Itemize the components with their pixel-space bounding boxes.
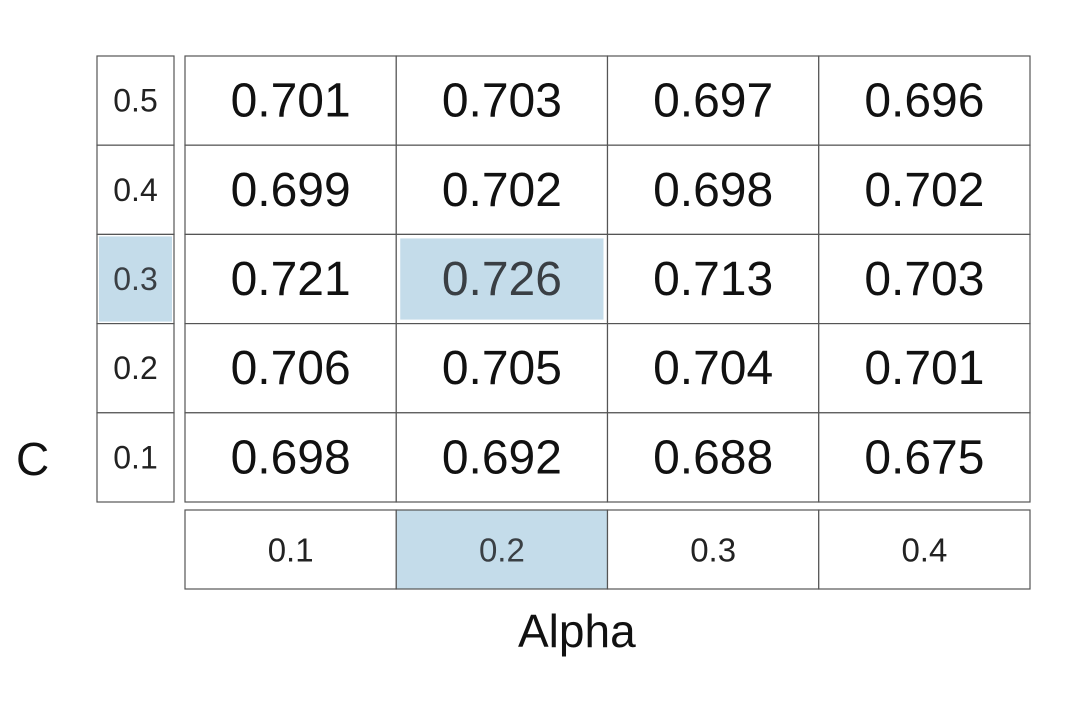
y-tick-cell	[96, 323, 175, 414]
heatmap-cell	[184, 55, 397, 146]
cell-value: 0.697	[653, 75, 773, 128]
cell-value: 0.726	[442, 253, 562, 306]
cell-value: 0.721	[231, 253, 351, 306]
x-tick-cell	[818, 509, 1031, 590]
x-tick-cell	[395, 509, 609, 590]
cell-value: 0.703	[442, 75, 562, 128]
cell-value: 0.696	[864, 75, 984, 128]
cell-value: 0.705	[442, 342, 562, 395]
heatmap-cell	[606, 233, 820, 325]
cell-value: 0.675	[864, 431, 984, 484]
heatmap-cell	[395, 412, 609, 503]
heatmap-cell	[395, 144, 609, 235]
cell-value: 0.703	[864, 253, 984, 306]
heatmap-cell	[395, 323, 609, 414]
y-tick-cell	[96, 412, 175, 503]
cell-value: 0.701	[864, 342, 984, 395]
cell-value: 0.702	[442, 164, 562, 217]
cell-value: 0.699	[231, 164, 351, 217]
x-axis-label: Alpha	[518, 605, 636, 657]
x-tick-label: 0.4	[901, 532, 947, 569]
heatmap-cell	[818, 412, 1031, 503]
cell-value: 0.701	[231, 75, 351, 128]
cell-value: 0.698	[653, 164, 773, 217]
heatmap-cell	[184, 412, 397, 503]
heatmap-cell	[606, 144, 820, 235]
cell-value: 0.702	[864, 164, 984, 217]
y-tick-label: 0.1	[113, 439, 157, 475]
y-axis-label: C	[16, 433, 50, 485]
cell-value: 0.713	[653, 253, 773, 306]
x-tick-label: 0.1	[268, 532, 314, 569]
cell-value: 0.692	[442, 431, 562, 484]
heatmap-cell	[818, 144, 1031, 235]
y-tick-label: 0.2	[113, 350, 157, 386]
y-tick-label: 0.4	[113, 172, 157, 208]
heatmap-cell	[818, 233, 1031, 325]
cell-value: 0.698	[231, 431, 351, 484]
y-tick-cell	[96, 55, 175, 146]
heatmap-cell	[606, 55, 820, 146]
y-tick-label: 0.3	[113, 261, 157, 297]
x-tick-label: 0.2	[479, 532, 525, 569]
x-tick-cell	[606, 509, 820, 590]
heatmap-cell	[395, 55, 609, 146]
x-tick-cell	[184, 509, 397, 590]
highlight-cell	[400, 238, 604, 320]
heatmap-cell	[818, 323, 1031, 414]
cell-value: 0.688	[653, 431, 773, 484]
heatmap-cell	[184, 233, 397, 325]
y-tick-label: 0.5	[113, 83, 157, 119]
cell-value: 0.706	[231, 342, 351, 395]
y-tick-highlight	[99, 236, 172, 322]
x-tick-label: 0.3	[690, 532, 736, 569]
heatmap-cell	[184, 144, 397, 235]
heatmap-cell	[606, 323, 820, 414]
cell-value: 0.704	[653, 342, 773, 395]
heatmap-cell	[184, 323, 397, 414]
y-tick-cell	[96, 144, 175, 235]
